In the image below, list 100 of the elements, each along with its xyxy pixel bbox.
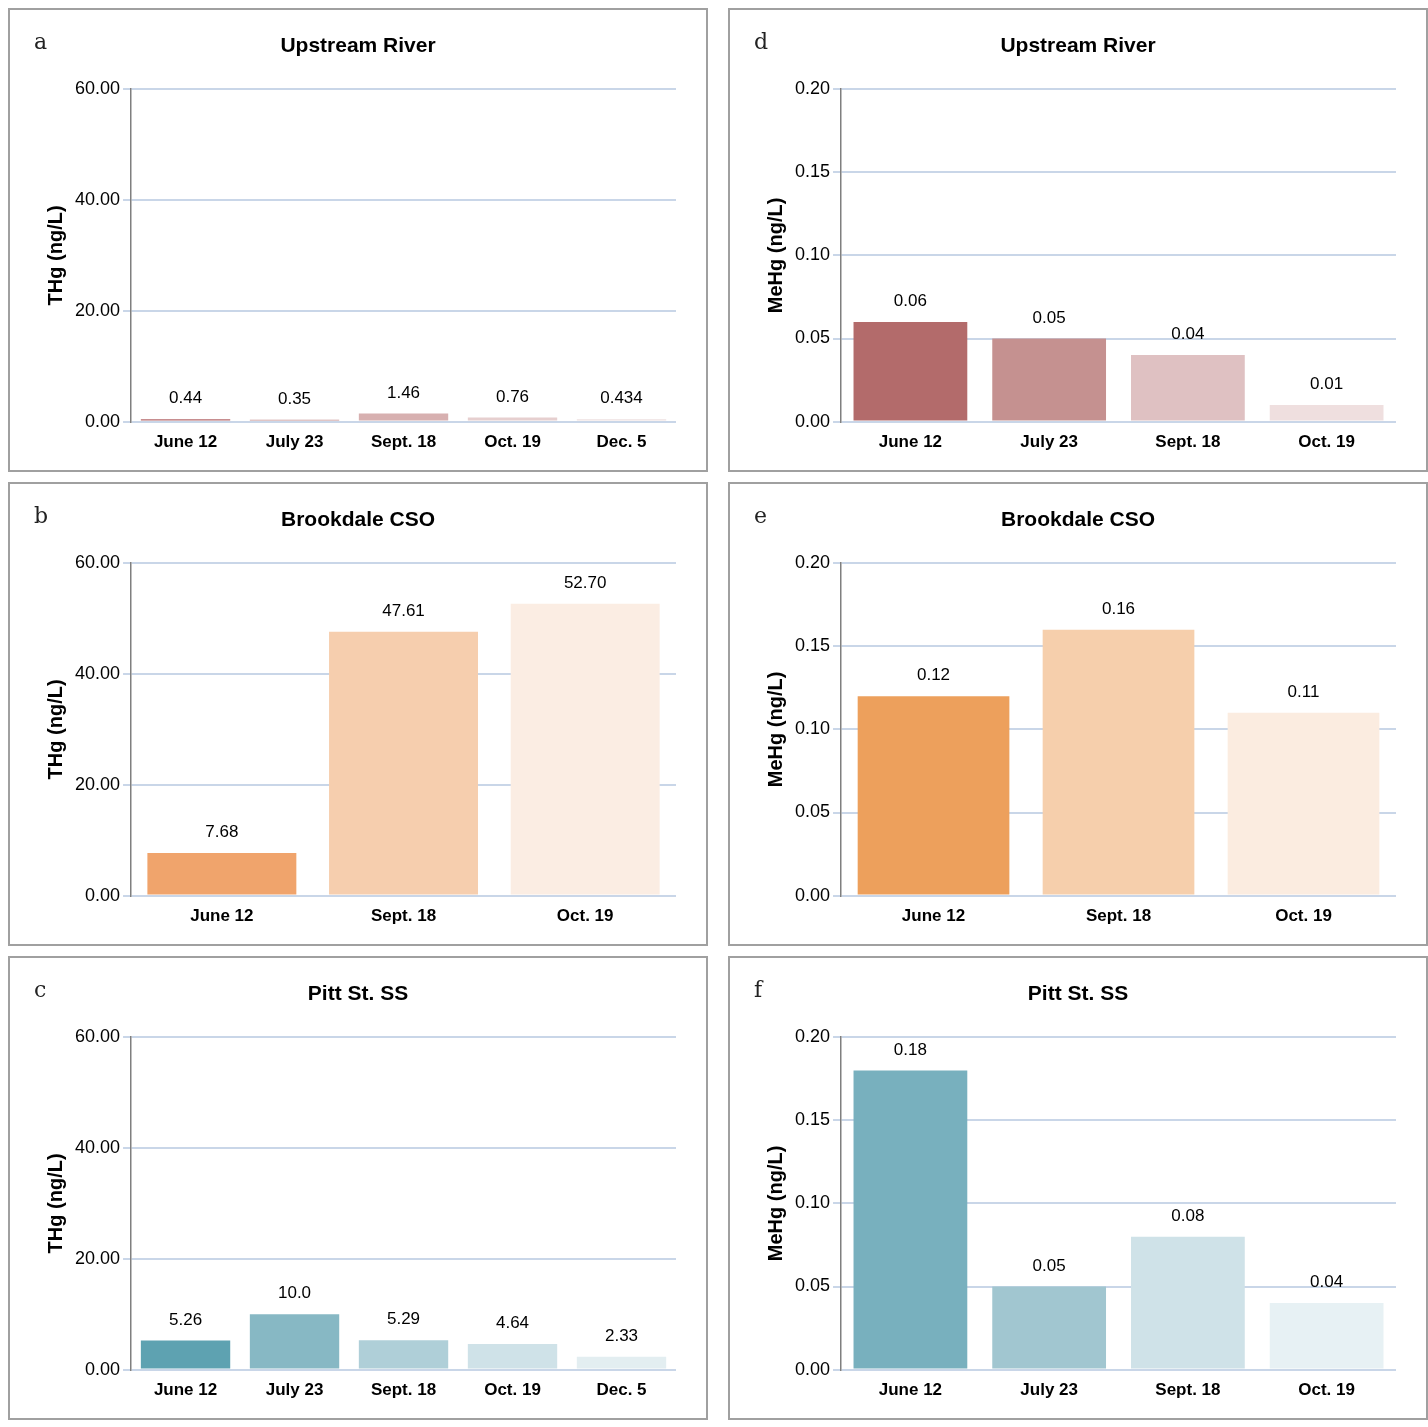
chart-title: Brookdale CSO xyxy=(280,507,436,531)
bar xyxy=(1269,404,1384,421)
y-tick-label: 0.00 xyxy=(85,884,121,905)
data-label: 0.11 xyxy=(1287,681,1320,701)
text: a xyxy=(34,28,48,54)
y-tick-label: 0.15 xyxy=(794,1109,831,1130)
x-tick-label: June 12 xyxy=(153,1380,218,1400)
bar xyxy=(1042,629,1195,895)
data-label: 10.0 xyxy=(277,1283,312,1303)
x-tick-label: July 23 xyxy=(265,432,324,452)
bar xyxy=(992,338,1107,421)
y-axis-title: THg (ng/L) xyxy=(43,205,66,306)
data-label: 0.05 xyxy=(1032,1255,1066,1275)
y-tick-label: 0.00 xyxy=(794,410,831,431)
y-tick-label: 40.00 xyxy=(75,662,121,683)
bar xyxy=(1131,355,1245,421)
x-tick-label: Oct. 19 xyxy=(484,432,541,452)
x-tick-label: Oct. 19 xyxy=(556,906,614,926)
chart-title: Pitt St. SS xyxy=(1027,981,1129,1005)
chart-title: Brookdale CSO xyxy=(1000,507,1156,531)
y-tick-label: 20.00 xyxy=(75,773,121,794)
x-tick-label: Oct. 19 xyxy=(1298,1380,1355,1400)
y-tick-label: 0.00 xyxy=(794,884,831,905)
x-tick-label: June 12 xyxy=(878,432,943,452)
bar xyxy=(1269,1303,1384,1369)
x-tick-label: Sept. 18 xyxy=(370,432,437,452)
data-label: 0.35 xyxy=(277,388,312,408)
text: b xyxy=(34,502,49,528)
bar xyxy=(329,631,478,895)
data-label: 0.04 xyxy=(1171,324,1205,344)
data-label: 0.12 xyxy=(916,665,951,685)
y-tick-label: 0.10 xyxy=(794,1192,831,1213)
data-label: 0.44 xyxy=(168,388,203,408)
x-tick-label: Sept. 18 xyxy=(1155,432,1221,452)
y-tick-label: 0.00 xyxy=(85,1358,121,1379)
y-tick-label: 40.00 xyxy=(75,188,121,209)
x-tick-label: June 12 xyxy=(153,432,218,452)
y-tick-label: 0.05 xyxy=(794,327,831,348)
text: f xyxy=(754,976,764,1002)
data-label: 5.29 xyxy=(386,1309,421,1329)
data-label: 2.33 xyxy=(604,1325,639,1345)
x-tick-label: June 12 xyxy=(878,1380,943,1400)
y-axis-title: THg (ng/L) xyxy=(43,679,66,780)
data-label: 52.70 xyxy=(563,572,607,592)
y-tick-label: 60.00 xyxy=(75,1026,121,1047)
x-tick-label: Dec. 5 xyxy=(596,1380,647,1400)
data-label: 1.46 xyxy=(386,382,421,402)
x-tick-label: June 12 xyxy=(901,906,966,926)
y-tick-label: 60.00 xyxy=(75,78,121,99)
x-tick-label: July 23 xyxy=(1020,432,1078,452)
data-label: 0.04 xyxy=(1310,1272,1344,1292)
bar xyxy=(857,696,1010,895)
y-tick-label: 0.10 xyxy=(794,718,831,739)
bar xyxy=(510,603,660,895)
y-tick-label: 0.20 xyxy=(794,1026,831,1047)
y-tick-label: 0.00 xyxy=(794,1358,831,1379)
data-label: 0.76 xyxy=(495,386,530,406)
data-label: 0.16 xyxy=(1101,598,1136,618)
y-tick-label: 20.00 xyxy=(75,299,121,320)
x-tick-label: July 23 xyxy=(1020,1380,1078,1400)
x-tick-label: Sept. 18 xyxy=(1155,1380,1221,1400)
bar xyxy=(853,321,968,421)
text: c xyxy=(34,976,47,1002)
y-axis-title: MeHg (ng/L) xyxy=(763,1145,786,1262)
data-label: 0.05 xyxy=(1032,307,1066,327)
bar xyxy=(147,853,297,895)
x-tick-label: Sept. 18 xyxy=(370,906,437,926)
x-tick-label: Oct. 19 xyxy=(1275,906,1332,926)
y-axis-title: MeHg (ng/L) xyxy=(763,197,786,314)
data-label: 0.08 xyxy=(1171,1205,1205,1225)
chart-title: Upstream River xyxy=(280,33,436,57)
data-label: 0.01 xyxy=(1310,374,1344,394)
y-tick-label: 0.00 xyxy=(85,410,121,431)
y-tick-label: 0.20 xyxy=(794,552,831,573)
x-tick-label: July 23 xyxy=(265,1380,324,1400)
y-tick-label: 0.15 xyxy=(794,635,831,656)
data-label: 0.06 xyxy=(893,291,927,311)
data-label: 7.68 xyxy=(205,822,239,842)
text: e xyxy=(754,502,768,528)
x-tick-label: Oct. 19 xyxy=(484,1380,541,1400)
data-label: 0.434 xyxy=(600,388,643,408)
bar xyxy=(853,1070,968,1369)
x-tick-label: Sept. 18 xyxy=(370,1380,437,1400)
chart-title: Upstream River xyxy=(1000,33,1156,57)
x-tick-label: Oct. 19 xyxy=(1298,432,1355,452)
bar xyxy=(1227,712,1380,895)
y-tick-label: 0.05 xyxy=(794,1275,831,1296)
y-tick-label: 0.20 xyxy=(794,78,831,99)
x-tick-label: Dec. 5 xyxy=(596,432,647,452)
bar xyxy=(992,1286,1107,1369)
y-tick-label: 0.10 xyxy=(794,244,831,265)
y-axis-title: THg (ng/L) xyxy=(43,1153,66,1254)
data-label: 47.61 xyxy=(382,601,425,621)
y-tick-label: 40.00 xyxy=(75,1136,121,1157)
text: d xyxy=(754,28,769,54)
y-tick-label: 0.15 xyxy=(794,161,831,182)
data-label: 4.64 xyxy=(495,1313,530,1333)
data-label: 5.26 xyxy=(168,1309,203,1329)
chart-title: Pitt St. SS xyxy=(307,981,409,1005)
x-tick-label: June 12 xyxy=(190,906,254,926)
